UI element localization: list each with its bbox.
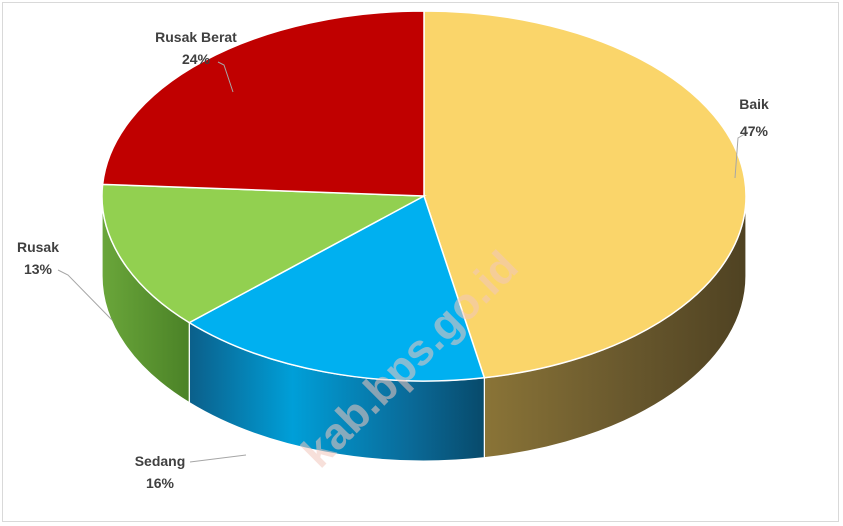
slice-label-baik: Baik	[739, 96, 769, 112]
leader-line-rusak	[57, 269, 113, 321]
leader-line-rusak-berat	[217, 61, 234, 93]
leader-line-baik	[734, 131, 749, 179]
pie-slice-rusak	[101, 183, 427, 324]
slice-label-rusak: Rusak	[17, 239, 59, 255]
pie-slice-baik	[423, 10, 747, 379]
slice-percent-rusak-berat: 24%	[182, 51, 211, 67]
slice-percent-rusak: 13%	[24, 261, 53, 277]
slice-percent-baik: 47%	[740, 123, 769, 139]
leader-line-sedang	[189, 454, 247, 463]
slice-label-rusak-berat: Rusak Berat	[155, 29, 237, 45]
slice-label-sedang: Sedang	[135, 453, 186, 469]
pie-slice-rusak-berat	[101, 10, 425, 197]
pie-slice-sedang	[187, 194, 486, 382]
slice-percent-sedang: 16%	[146, 475, 175, 491]
